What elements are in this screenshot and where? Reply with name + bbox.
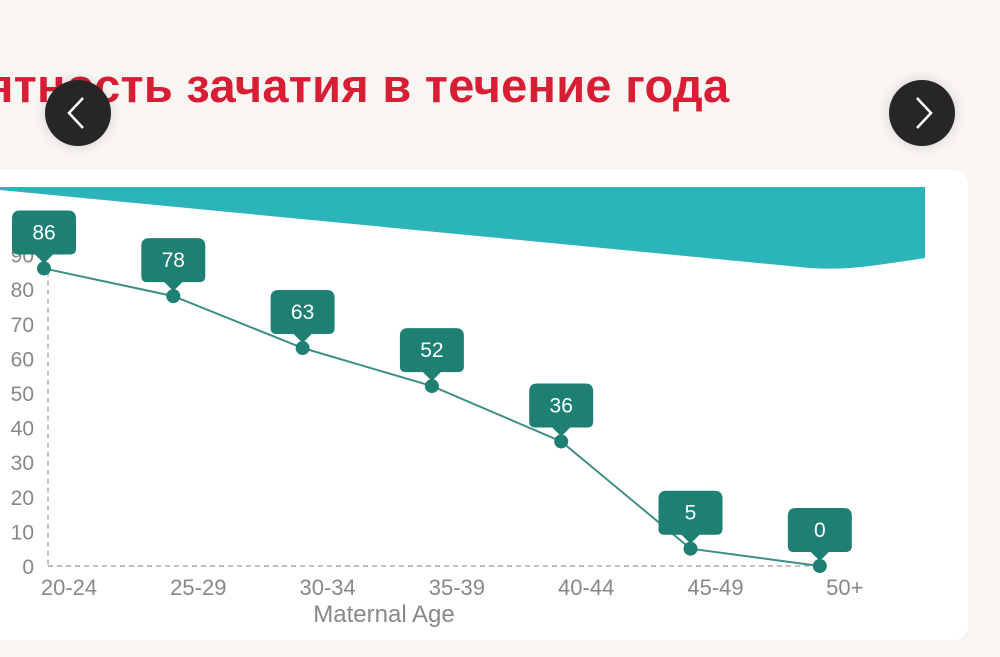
data-label: 63: [291, 301, 314, 324]
data-label-bubble: [141, 238, 206, 292]
data-point: 5: [658, 490, 723, 556]
data-point: 0: [787, 508, 852, 573]
data-point: 36: [529, 383, 594, 449]
data-label: 36: [550, 394, 573, 417]
y-tick-label: 20: [11, 487, 34, 510]
point-marker: [683, 541, 698, 556]
data-label: 86: [32, 221, 55, 244]
y-tick-label: 10: [11, 521, 34, 544]
data-point: 78: [141, 238, 206, 304]
point-marker: [166, 289, 181, 304]
x-tick-label: 45-49: [687, 575, 743, 600]
page-title: ятность зачатия в течение года: [0, 59, 730, 112]
data-label: 0: [814, 519, 826, 542]
x-tick-label: 20-24: [41, 575, 97, 600]
prev-button[interactable]: [45, 80, 111, 146]
next-button[interactable]: [889, 80, 955, 146]
y-tick-label: 30: [11, 452, 34, 475]
data-label: 78: [162, 249, 185, 272]
chevron-left-icon: [67, 97, 84, 129]
data-point: 86: [12, 210, 76, 276]
point-marker: [37, 261, 51, 276]
data-label-bubble: [658, 490, 723, 544]
data-label: 5: [685, 502, 697, 525]
y-tick-label: 70: [11, 314, 34, 337]
point-marker: [295, 341, 310, 356]
x-tick-label: 35-39: [429, 575, 485, 600]
y-tick-label: 0: [22, 556, 34, 579]
x-tick-label: 25-29: [170, 575, 226, 600]
y-tick-label: 40: [11, 418, 34, 441]
data-point: 52: [399, 328, 464, 394]
point-marker: [812, 559, 827, 573]
x-axis-label: Maternal Age: [313, 601, 454, 628]
y-tick-label: 50: [11, 383, 34, 406]
data-label-bubble: [12, 210, 76, 264]
y-tick-label: 60: [11, 348, 34, 371]
data-label-bubble: [399, 328, 464, 382]
point-marker: [424, 379, 439, 394]
decorative-band: [0, 187, 925, 269]
y-tick-label: 80: [11, 279, 34, 302]
data-label-bubble: [787, 508, 852, 561]
data-label-bubble: [529, 383, 594, 437]
point-marker: [554, 434, 569, 449]
data-point: 63: [270, 290, 335, 356]
chevron-right-icon: [916, 97, 933, 129]
data-label-bubble: [270, 290, 335, 344]
x-tick-label: 30-34: [299, 575, 355, 600]
x-tick-label: 50+: [826, 575, 863, 600]
data-label: 52: [420, 339, 443, 362]
x-tick-label: 40-44: [558, 575, 614, 600]
